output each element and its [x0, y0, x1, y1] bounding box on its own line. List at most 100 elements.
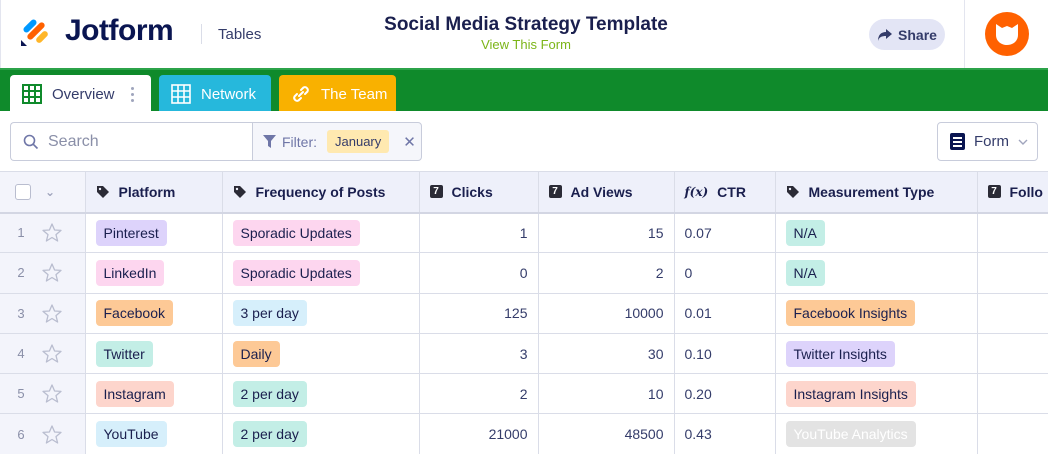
cell-followers[interactable] — [977, 293, 1048, 334]
row-header: 2 — [0, 252, 86, 294]
cell-followers[interactable] — [977, 373, 1048, 415]
form-view-button[interactable]: Form — [937, 122, 1038, 161]
cell-ad-views[interactable]: 30 — [538, 333, 675, 375]
tab-menu-icon[interactable] — [130, 86, 134, 102]
share-button[interactable]: Share — [869, 19, 945, 50]
view-form-link[interactable]: View This Form — [481, 37, 571, 52]
chevron-down-icon — [1018, 139, 1028, 145]
star-icon[interactable] — [42, 263, 62, 283]
page-title[interactable]: Social Media Strategy Template — [384, 14, 668, 35]
cell-ad-views[interactable]: 15 — [538, 212, 675, 254]
table-row[interactable]: 2 LinkedIn Sporadic Updates 0 2 0 N/A — [0, 252, 1048, 294]
cell-ad-views[interactable]: 10000 — [538, 293, 675, 334]
cell-platform[interactable]: Pinterest — [85, 212, 223, 254]
column-header-followers[interactable]: 7 Follo — [977, 171, 1048, 214]
avatar[interactable] — [985, 12, 1029, 56]
select-all-checkbox[interactable] — [15, 183, 31, 200]
select-all-header: ⌄ — [0, 171, 86, 214]
tab-label: Network — [201, 85, 257, 103]
cell-followers[interactable] — [977, 413, 1048, 454]
cell-ad-views[interactable]: 2 — [538, 252, 675, 294]
column-header-measurement-type[interactable]: Measurement Type — [775, 171, 978, 214]
measurement-tag: N/A — [785, 219, 825, 246]
cell-measurement-type[interactable]: Twitter Insights — [775, 333, 978, 375]
platform-tag: Twitter — [95, 340, 153, 367]
cell-ctr[interactable]: 0.10 — [674, 333, 776, 375]
cell-frequency[interactable]: Sporadic Updates — [222, 252, 420, 294]
cell-followers[interactable] — [977, 212, 1048, 254]
frequency-tag: Sporadic Updates — [232, 219, 360, 246]
tab-the-team[interactable]: The Team — [279, 75, 396, 113]
cell-ad-views[interactable]: 48500 — [538, 413, 675, 454]
cell-frequency[interactable]: Daily — [222, 333, 420, 375]
column-header-frequency[interactable]: Frequency of Posts — [222, 171, 420, 214]
tab-bar: Overview Network The Team — [0, 68, 1048, 113]
cell-platform[interactable]: Facebook — [85, 293, 223, 334]
cell-platform[interactable]: LinkedIn — [85, 252, 223, 294]
search-input[interactable] — [48, 132, 228, 151]
cell-ctr[interactable]: 0.20 — [674, 373, 776, 415]
filter-box[interactable]: Filter: January ✕ — [252, 122, 422, 161]
table-row[interactable]: 1 Pinterest Sporadic Updates 1 15 0.07 N… — [0, 212, 1048, 254]
frequency-tag: 2 per day — [232, 380, 307, 407]
table-row[interactable]: 5 Instagram 2 per day 2 10 0.20 Instagra… — [0, 373, 1048, 415]
tag-icon — [233, 185, 246, 198]
link-icon — [293, 86, 309, 102]
cat-avatar-icon — [996, 24, 1018, 45]
cell-clicks[interactable]: 1 — [419, 212, 539, 254]
row-header: 3 — [0, 293, 86, 334]
star-icon[interactable] — [42, 384, 62, 403]
column-header-ctr[interactable]: f(x) CTR — [674, 171, 776, 214]
brand-name[interactable]: Jotform — [65, 14, 174, 47]
cell-clicks[interactable]: 125 — [419, 293, 539, 334]
column-header-ad-views[interactable]: 7 Ad Views — [538, 171, 675, 214]
cell-platform[interactable]: Twitter — [85, 333, 223, 375]
cell-frequency[interactable]: 2 per day — [222, 373, 420, 415]
cell-clicks[interactable]: 21000 — [419, 413, 539, 454]
cell-frequency[interactable]: Sporadic Updates — [222, 212, 420, 254]
cell-measurement-type[interactable]: Facebook Insights — [775, 293, 978, 334]
avatar-container — [964, 0, 1048, 68]
cell-ctr[interactable]: 0.07 — [674, 212, 776, 254]
number-icon: 7 — [429, 185, 443, 199]
star-icon[interactable] — [42, 223, 62, 243]
measurement-tag: N/A — [785, 259, 825, 286]
filter-chip[interactable]: January — [327, 130, 390, 153]
cell-measurement-type[interactable]: YouTube Analytics — [775, 413, 978, 454]
row-number: 6 — [17, 426, 25, 442]
cell-frequency[interactable]: 2 per day — [222, 413, 420, 454]
cell-measurement-type[interactable]: N/A — [775, 212, 978, 254]
table-row[interactable]: 3 Facebook 3 per day 125 10000 0.01 Face… — [0, 293, 1048, 334]
cell-platform[interactable]: Instagram — [85, 373, 223, 415]
measurement-tag: YouTube Analytics — [785, 421, 916, 448]
cell-measurement-type[interactable]: N/A — [775, 252, 978, 294]
table-row[interactable]: 6 YouTube 2 per day 21000 48500 0.43 You… — [0, 413, 1048, 454]
cell-measurement-type[interactable]: Instagram Insights — [775, 373, 978, 415]
cell-platform[interactable]: YouTube — [85, 413, 223, 454]
table-row[interactable]: 4 Twitter Daily 3 30 0.10 Twitter Insigh… — [0, 333, 1048, 375]
cell-clicks[interactable]: 3 — [419, 333, 539, 375]
cell-ctr[interactable]: 0.01 — [674, 293, 776, 334]
cell-ctr[interactable]: 0 — [674, 252, 776, 294]
measurement-tag: Instagram Insights — [785, 380, 916, 407]
clear-filter-icon[interactable]: ✕ — [403, 133, 416, 151]
platform-tag: Facebook — [95, 300, 173, 327]
star-icon[interactable] — [42, 424, 62, 444]
cell-followers[interactable] — [977, 252, 1048, 294]
star-icon[interactable] — [42, 304, 62, 323]
row-header: 5 — [0, 373, 86, 415]
column-header-platform[interactable]: Platform — [85, 171, 223, 214]
tab-network[interactable]: Network — [159, 75, 271, 113]
search-box[interactable] — [10, 122, 253, 161]
chevron-down-icon[interactable]: ⌄ — [45, 184, 56, 199]
cell-clicks[interactable]: 2 — [419, 373, 539, 415]
star-icon[interactable] — [42, 344, 62, 363]
cell-followers[interactable] — [977, 333, 1048, 375]
cell-frequency[interactable]: 3 per day — [222, 293, 420, 334]
cell-clicks[interactable]: 0 — [419, 252, 539, 294]
tab-overview[interactable]: Overview — [10, 75, 151, 113]
column-header-clicks[interactable]: 7 Clicks — [419, 171, 539, 214]
cell-ad-views[interactable]: 10 — [538, 373, 675, 415]
cell-ctr[interactable]: 0.43 — [674, 413, 776, 454]
